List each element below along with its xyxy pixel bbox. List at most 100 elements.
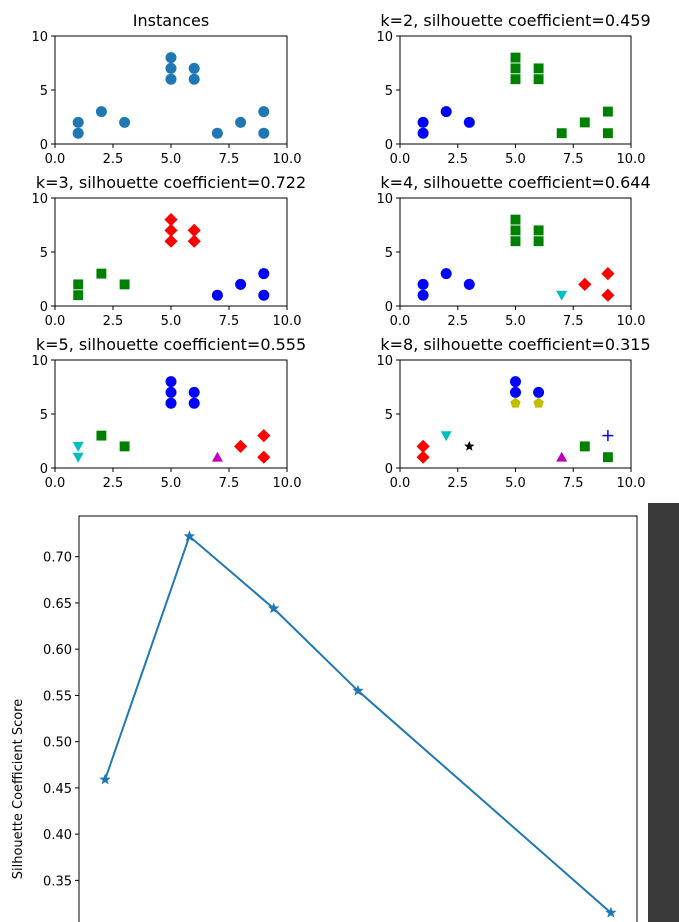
marker-square [533,74,544,85]
marker-triangle-up [211,451,223,462]
y-tick-label: 0.70 [43,551,72,566]
series-cluster-1 [73,268,130,301]
y-tick-label: 0.45 [43,782,72,797]
x-tick-label: 7.5 [219,476,240,491]
marker-triangle-down [440,431,452,442]
marker-diamond [416,439,430,453]
marker-circle [510,376,521,388]
series-cluster-6 [556,451,568,462]
marker-star [268,602,280,614]
marker-square [510,236,521,247]
x-tick-label: 2.5 [447,476,468,491]
y-tick-label: 5 [40,84,48,99]
x-tick-label: 10.0 [273,152,302,167]
marker-circle [188,386,200,398]
marker-circle [510,386,521,398]
marker-triangle-down [72,452,84,463]
marker-star [183,530,196,542]
subplot-title: Instances [133,11,209,30]
marker-square [533,63,544,74]
marker-diamond [416,450,430,464]
marker-circle [533,386,545,398]
x-tick-label: 5.0 [505,314,526,329]
x-tick-label: 5.0 [161,476,182,491]
marker-circle [258,106,270,118]
y-tick-label: 10 [31,192,48,207]
marker-star [352,684,364,696]
subplot-2: k=2, silhouette coefficient=0.459 0.0 2.5 5… [376,11,650,167]
x-tick-label: 7.5 [563,314,584,329]
x-tick-label: 10.0 [617,476,646,491]
marker-circle [440,106,452,118]
marker-circle [72,127,84,139]
marker-circle [72,116,84,128]
y-tick-label: 5 [385,84,393,99]
x-tick-label: 0.0 [390,314,411,329]
marker-plus [602,430,614,442]
y-tick-label: 10 [376,30,393,45]
marker-square [533,225,544,236]
x-tick-label: 5.0 [161,152,182,167]
marker-diamond [164,234,178,248]
x-tick-label: 2.5 [103,152,124,167]
series-cluster-2 [164,213,201,248]
y-tick-label: 0.35 [43,874,72,889]
scrollbar[interactable] [648,503,679,922]
marker-circle [417,278,429,290]
y-tick-label: 0.50 [43,736,72,751]
marker-square [533,236,544,247]
marker-circle [235,278,247,290]
series-cluster-2 [440,431,452,442]
marker-circle [211,127,223,139]
x-tick-label: 2.5 [103,314,124,329]
marker-square [73,279,84,290]
x-tick-label: 10.0 [617,314,646,329]
x-tick-label: 7.5 [219,314,240,329]
subplot-6: k=8, silhouette coefficient=0.315 0.0 2.5 5… [376,335,650,491]
marker-square [602,106,613,117]
series-cluster-4 [578,267,615,302]
marker-diamond [164,213,178,227]
marker-circle [119,116,131,128]
series-cluster-5 [234,429,271,464]
marker-circle [258,127,270,139]
series-cluster-5 [510,397,544,408]
x-tick-label: 7.5 [219,152,240,167]
marker-square [602,452,613,463]
y-tick-label: 10 [31,354,48,369]
marker-circle [417,289,429,301]
marker-circle [258,268,270,280]
marker-circle [165,73,177,85]
y-tick-label: 0.60 [43,643,72,658]
series-cluster-7 [579,441,613,463]
marker-square [510,52,521,63]
marker-circle [165,376,177,388]
y-tick-label: 5 [385,246,393,261]
marker-circle [258,289,270,301]
marker-circle [95,106,107,118]
x-tick-label: 5.0 [505,476,526,491]
y-tick-label: 0.55 [43,689,72,704]
marker-square [510,225,521,236]
subplot-title: k=2, silhouette coefficient=0.459 [380,11,650,30]
series-cluster-2 [510,214,544,247]
series-cluster-3 [165,376,200,409]
marker-square [96,268,107,279]
series-cluster-1 [416,439,430,464]
x-tick-label: 2.5 [103,476,124,491]
marker-diamond [578,277,592,291]
marker-square [73,290,84,301]
x-tick-label: 0.0 [45,314,66,329]
marker-square [96,430,107,441]
series-cluster-3 [464,440,475,451]
y-tick-label: 0.65 [43,597,72,612]
marker-triangle-up [556,451,568,462]
marker-square [119,279,130,290]
subplot-5: k=5, silhouette coefficient=0.555 0.0 2.5 5… [31,335,306,491]
marker-circle [463,116,475,128]
y-tick-label: 0 [40,300,48,315]
marker-circle [235,116,247,128]
y-tick-label: 5 [385,408,393,423]
series-cluster-8 [602,430,614,442]
